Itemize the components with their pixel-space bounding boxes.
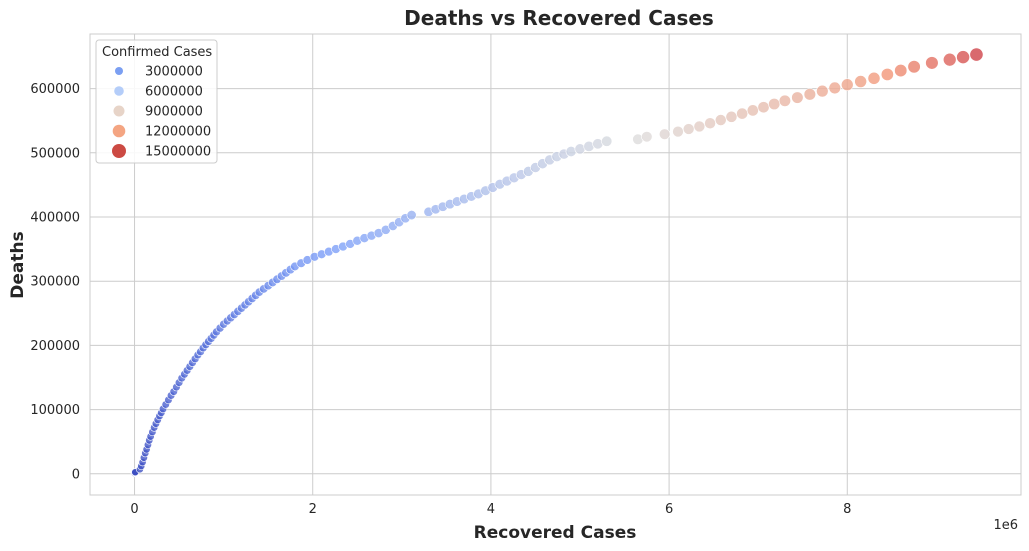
legend-entries: 3000000 6000000 9000000 12000000 15000000	[112, 65, 211, 160]
legend: Confirmed Cases 3000000 6000000 9000000 120…	[95, 39, 218, 164]
legend-box	[95, 39, 218, 164]
x-tick-label: 0	[130, 502, 138, 517]
data-point	[791, 91, 804, 104]
data-point	[816, 84, 829, 98]
scatter-points	[130, 47, 984, 478]
legend-marker	[113, 105, 125, 117]
y-axis-title: Deaths	[8, 231, 28, 298]
data-point	[803, 88, 817, 101]
legend-label: 12000000	[145, 125, 211, 140]
data-point	[969, 47, 984, 62]
data-point	[757, 101, 770, 114]
x-axis-title: Recovered Cases	[474, 523, 637, 543]
data-point	[925, 56, 939, 70]
data-point	[894, 64, 908, 78]
x-tick-label: 6	[665, 502, 673, 517]
x-tick-label: 4	[487, 502, 495, 517]
data-point	[828, 81, 842, 95]
data-point	[682, 123, 695, 135]
legend-marker	[112, 144, 126, 158]
data-point	[768, 97, 781, 111]
y-tick-label: 200000	[30, 339, 80, 354]
data-point	[854, 75, 867, 88]
data-point	[658, 128, 671, 140]
data-point	[956, 50, 970, 64]
data-point	[714, 114, 727, 126]
y-tick-label: 400000	[30, 210, 80, 225]
data-point	[406, 210, 417, 221]
data-point	[601, 135, 613, 147]
data-point	[907, 60, 921, 74]
x-tick-label: 8	[843, 502, 851, 517]
data-point	[693, 120, 706, 133]
chart-title: Deaths vs Recovered Cases	[404, 6, 714, 30]
data-point	[880, 67, 894, 81]
data-point	[942, 52, 957, 67]
y-tick-label: 600000	[30, 82, 80, 97]
legend-label: 3000000	[145, 65, 203, 80]
y-tick-label: 0	[72, 467, 80, 482]
y-tick-label: 300000	[30, 275, 80, 290]
legend-label: 6000000	[145, 85, 203, 100]
legend-marker	[112, 124, 126, 138]
legend-marker	[115, 67, 123, 75]
legend-title: Confirmed Cases	[102, 45, 212, 60]
y-axis-ticks: 0 100000 200000 300000 400000 500000 600000	[30, 82, 80, 482]
y-tick-label: 100000	[30, 403, 80, 418]
data-point	[641, 131, 653, 143]
x-axis-offset-label: 1e6	[993, 518, 1018, 533]
data-point	[778, 94, 791, 107]
data-point	[704, 117, 716, 130]
data-point	[840, 78, 854, 92]
y-tick-label: 500000	[30, 146, 80, 161]
legend-label: 9000000	[145, 105, 203, 120]
data-point	[867, 71, 881, 85]
data-point	[746, 104, 759, 117]
legend-marker	[114, 86, 124, 96]
data-point	[672, 125, 684, 138]
x-axis-ticks: 0 2 4 6 8	[130, 502, 851, 517]
x-tick-label: 2	[309, 502, 317, 517]
data-point	[736, 107, 749, 120]
legend-label: 15000000	[145, 145, 211, 160]
data-point	[725, 110, 738, 123]
plot-frame	[89, 33, 1022, 496]
